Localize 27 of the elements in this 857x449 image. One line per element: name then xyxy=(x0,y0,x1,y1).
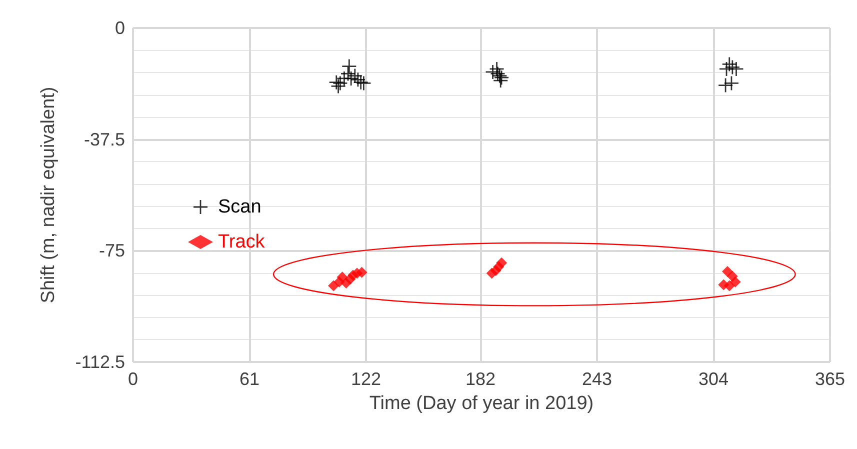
x-tick-label: 61 xyxy=(239,369,260,389)
x-tick-label: 243 xyxy=(582,369,612,389)
legend-label: Track xyxy=(218,232,266,252)
point xyxy=(331,79,346,94)
y-axis-title: Shift (m, nadir equivalent) xyxy=(38,86,59,304)
y-tick-label: -75 xyxy=(98,240,125,261)
point xyxy=(729,62,744,76)
point xyxy=(356,76,371,90)
point xyxy=(356,266,368,278)
x-tick-label: 182 xyxy=(466,369,496,389)
legend-label: Scan xyxy=(218,196,262,218)
point xyxy=(722,266,733,277)
y-tick-label: -37.5 xyxy=(84,129,125,150)
x-axis-title: Time (Day of year in 2019) xyxy=(369,393,594,414)
y-tick-label: -112.5 xyxy=(75,352,125,372)
x-tick-label: 122 xyxy=(350,369,381,389)
point xyxy=(342,59,356,74)
x-tick-label: 0 xyxy=(128,369,138,389)
point xyxy=(724,76,738,90)
point xyxy=(494,74,508,88)
x-tick-label: 365 xyxy=(814,369,846,389)
point xyxy=(725,60,740,74)
point xyxy=(336,272,348,283)
point xyxy=(724,280,735,292)
point xyxy=(496,257,508,268)
y-tick-label: 0 xyxy=(114,18,125,38)
x-tick-label: 304 xyxy=(698,369,729,389)
